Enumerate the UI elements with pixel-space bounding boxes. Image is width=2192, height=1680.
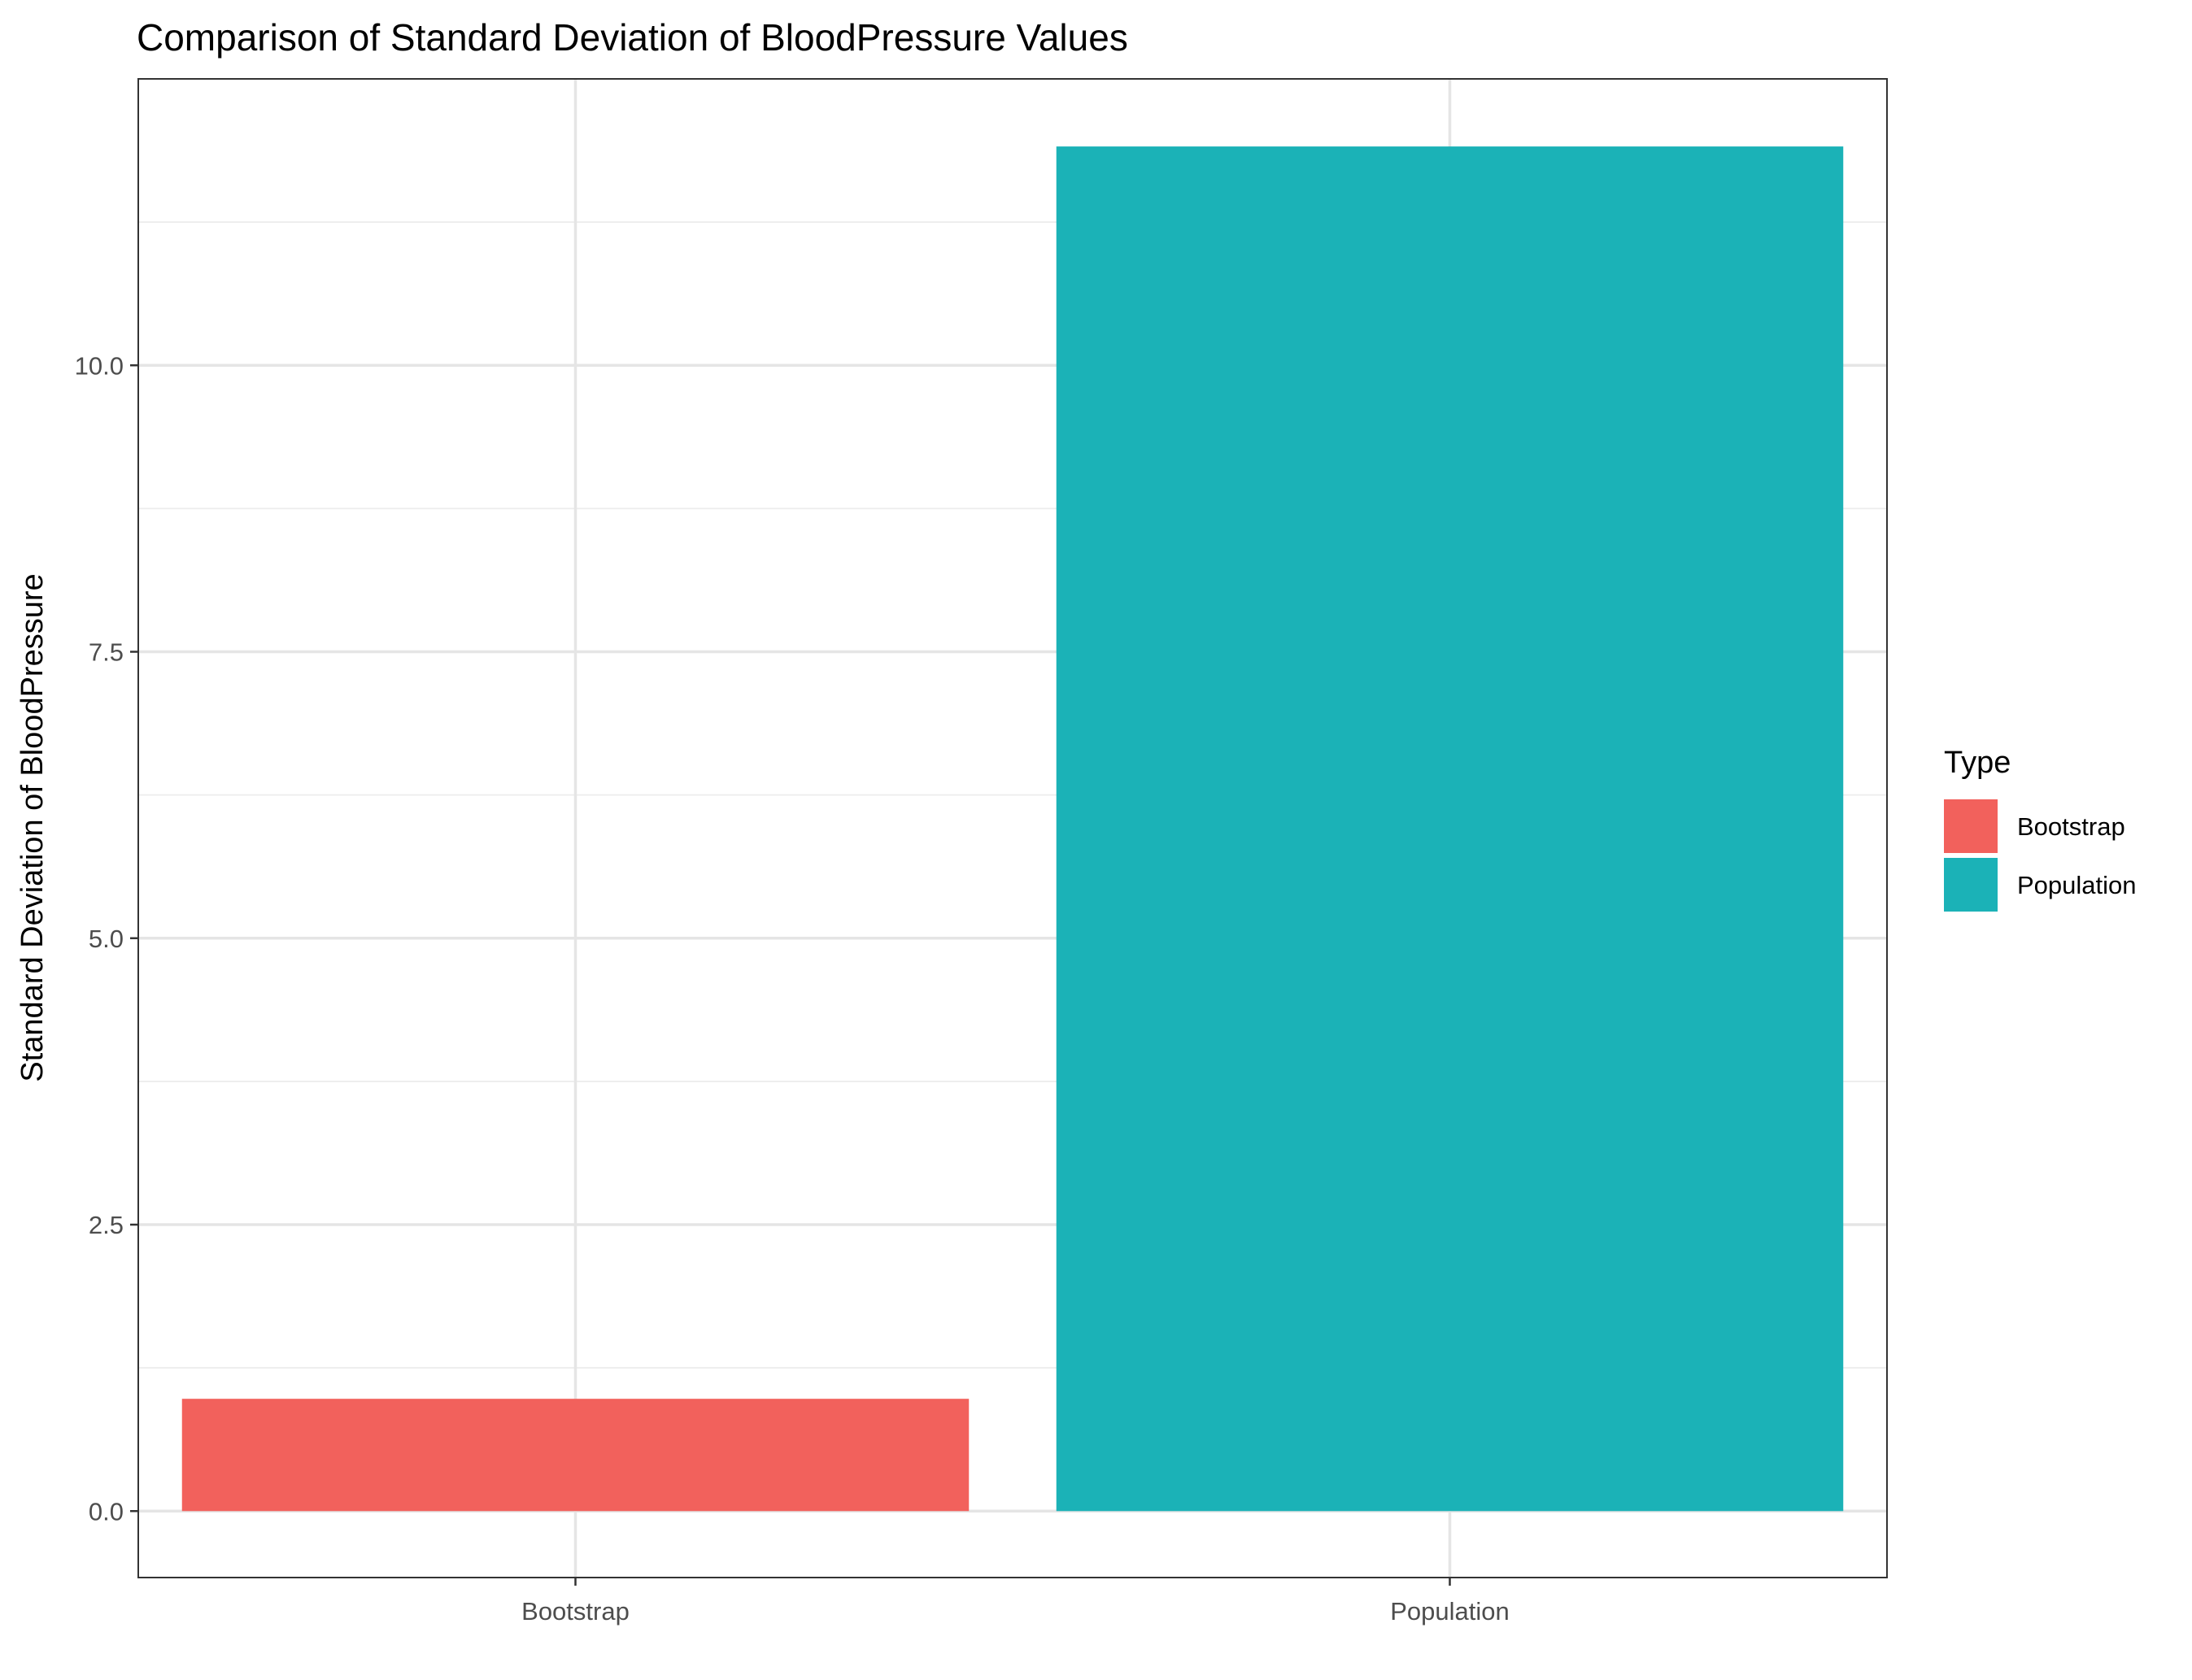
legend-label-population: Population (2017, 871, 2137, 899)
chart-title: Comparison of Standard Deviation of Bloo… (137, 16, 1128, 59)
legend-key-bootstrap (1944, 799, 1998, 853)
y-axis: 0.0 2.5 5.0 7.5 10.0 (75, 351, 138, 1525)
y-tick-label: 2.5 (89, 1211, 124, 1239)
legend-title: Type (1944, 746, 2011, 780)
bar-bootstrap (181, 1399, 970, 1512)
x-axis: Bootstrap Population (521, 1578, 1510, 1626)
y-tick-label: 10.0 (75, 351, 124, 380)
legend: Type Bootstrap Population (1944, 746, 2137, 912)
x-tick-label: Population (1390, 1597, 1510, 1626)
y-tick-label: 0.0 (89, 1497, 124, 1525)
legend-label-bootstrap: Bootstrap (2017, 812, 2125, 841)
legend-entries: Bootstrap Population (1944, 799, 2137, 912)
bar-population (1056, 146, 1844, 1512)
x-tick-label: Bootstrap (521, 1597, 630, 1626)
y-axis-title: Standard Deviation of BloodPressure (15, 573, 50, 1082)
panel-border (137, 78, 1888, 1578)
legend-key-population (1944, 858, 1998, 912)
y-tick-label: 7.5 (89, 638, 124, 667)
plot-panel (137, 78, 1888, 1578)
bars (181, 146, 1844, 1512)
y-tick-label: 5.0 (89, 925, 124, 953)
